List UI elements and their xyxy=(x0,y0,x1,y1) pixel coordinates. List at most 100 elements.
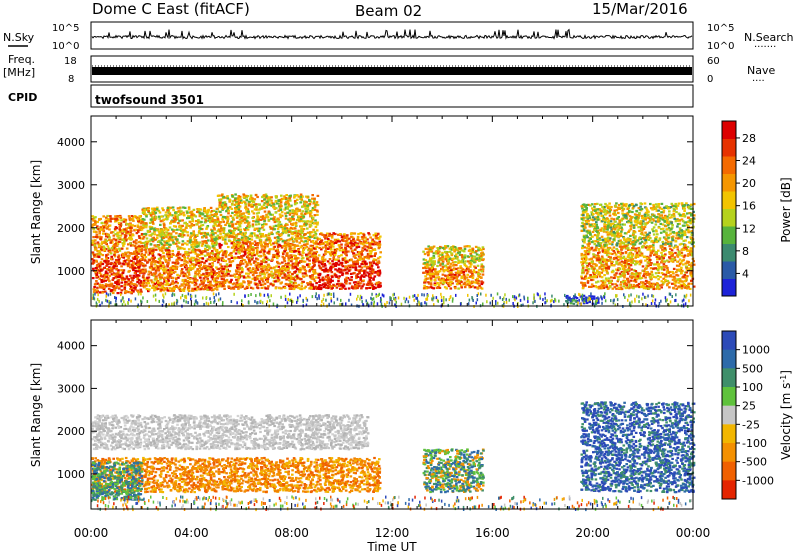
power-cell xyxy=(363,236,366,239)
power-cell xyxy=(167,261,170,265)
power-cell xyxy=(194,220,198,223)
power-cell xyxy=(113,249,117,252)
power-cell xyxy=(461,268,465,271)
nsky-strip: N.Sky 10^5 10^0 10^5 10^0 N.Search ·····… xyxy=(3,21,794,53)
power-cell xyxy=(423,262,427,265)
power-cell xyxy=(326,260,330,263)
power-cell xyxy=(230,251,233,255)
power-cell xyxy=(300,198,303,201)
power-cell xyxy=(173,270,177,273)
power-cell xyxy=(456,257,459,260)
power-cell xyxy=(211,289,214,292)
power-cell xyxy=(452,257,456,260)
power-cell xyxy=(155,229,159,232)
power-cell xyxy=(471,248,475,251)
power-cell xyxy=(189,251,192,254)
power-cell xyxy=(192,224,196,227)
power-cell xyxy=(115,259,118,262)
power-cell xyxy=(129,284,132,287)
power-cell xyxy=(368,249,372,253)
power-cell xyxy=(239,260,242,264)
nsearch-label: N.Search xyxy=(744,31,794,44)
power-cell xyxy=(471,276,475,280)
power-cell xyxy=(105,227,109,230)
power-cell xyxy=(459,247,463,250)
power-cell xyxy=(277,240,280,243)
power-cell xyxy=(191,281,194,284)
power-cell xyxy=(352,252,356,255)
power-cell xyxy=(115,227,118,230)
power-cell xyxy=(229,287,233,290)
power-cell xyxy=(131,262,135,265)
power-cell xyxy=(310,235,314,238)
power-cell xyxy=(105,216,108,219)
power-cell xyxy=(103,248,106,252)
power-cell xyxy=(361,285,364,288)
power-cell xyxy=(234,275,237,278)
power-cell xyxy=(276,257,279,260)
power-cell xyxy=(172,267,175,270)
power-cell xyxy=(184,250,187,253)
power-cell xyxy=(460,261,463,264)
power-cell xyxy=(256,234,259,237)
power-cell xyxy=(300,285,303,288)
power-cell xyxy=(369,282,373,285)
power-cell xyxy=(300,257,304,260)
power-cell xyxy=(263,247,267,250)
power-cell xyxy=(214,223,217,226)
power-cell xyxy=(242,193,245,196)
power-cell xyxy=(348,268,352,271)
power-cell xyxy=(104,260,107,263)
power-cell xyxy=(278,213,282,216)
power-cell xyxy=(279,201,283,204)
power-cell xyxy=(438,270,442,273)
power-cell xyxy=(212,271,215,274)
power-cell xyxy=(130,215,134,218)
power-cell xyxy=(114,272,118,275)
power-cell xyxy=(379,282,382,285)
power-cell xyxy=(297,218,300,221)
power-cell xyxy=(138,263,141,266)
power-cell xyxy=(94,242,97,245)
power-cell xyxy=(351,236,355,239)
power-cell xyxy=(298,219,301,222)
power-cell xyxy=(229,264,232,267)
power-cell xyxy=(175,285,179,288)
power-cell xyxy=(200,220,203,223)
power-cell xyxy=(296,263,300,266)
power-cell xyxy=(130,225,133,228)
power-cell xyxy=(95,236,99,239)
power-cell xyxy=(311,197,314,200)
power-cell xyxy=(103,240,106,243)
power-cell xyxy=(460,249,463,252)
power-cell xyxy=(160,247,164,250)
power-cell xyxy=(331,265,335,269)
power-cell xyxy=(287,218,290,221)
power-cell xyxy=(219,267,223,270)
power-cell xyxy=(299,246,303,249)
power-cell xyxy=(211,252,214,255)
power-cell xyxy=(262,241,266,244)
power-cell xyxy=(117,261,121,264)
power-cell xyxy=(213,257,216,260)
power-cell xyxy=(306,204,309,207)
power-cell xyxy=(251,205,254,208)
power-cell xyxy=(274,269,277,272)
power-cell xyxy=(454,261,457,264)
power-cell xyxy=(265,200,269,203)
power-cell xyxy=(242,280,245,283)
power-cell xyxy=(294,285,298,288)
power-cell xyxy=(311,216,315,219)
power-cell xyxy=(195,273,199,276)
power-cell xyxy=(443,247,446,250)
power-cell xyxy=(346,268,349,271)
power-cell xyxy=(129,218,133,221)
power-cell xyxy=(167,243,171,246)
power-cell xyxy=(281,276,284,279)
power-cell xyxy=(327,286,330,290)
power-cell xyxy=(366,266,369,269)
power-cell xyxy=(327,234,331,237)
power-cell xyxy=(246,216,250,219)
power-cell xyxy=(239,199,243,202)
power-cell xyxy=(180,272,183,275)
